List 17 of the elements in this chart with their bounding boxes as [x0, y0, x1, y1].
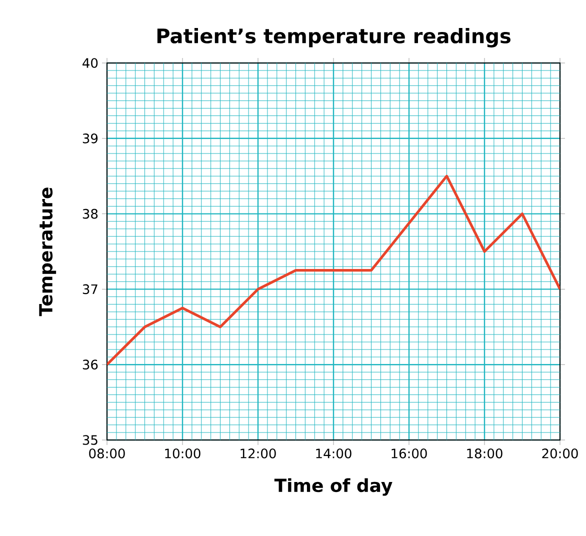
y-tick-label: 35 — [82, 435, 98, 445]
line-series — [107, 174, 560, 366]
x-tick-label: 20:00 — [542, 448, 578, 458]
y-tick-label: 40 — [82, 58, 98, 68]
x-tick-label: 08:00 — [89, 448, 125, 458]
y-axis-title: Temperature — [39, 188, 56, 316]
x-tick-label: 10:00 — [165, 448, 200, 458]
x-tick-label: 12:00 — [240, 448, 276, 458]
y-tick-label: 37 — [82, 284, 98, 294]
x-axis-title: Time of day — [274, 478, 392, 496]
y-tick-label: 39 — [82, 133, 98, 144]
y-tick-label: 38 — [82, 208, 98, 219]
x-tick-label: 18:00 — [467, 448, 502, 458]
x-tick-label: 14:00 — [316, 448, 352, 458]
y-tick-label: 36 — [82, 360, 98, 370]
chart-title: Patient’s temperature readings — [157, 28, 510, 48]
x-tick-label: 16:00 — [392, 448, 427, 458]
